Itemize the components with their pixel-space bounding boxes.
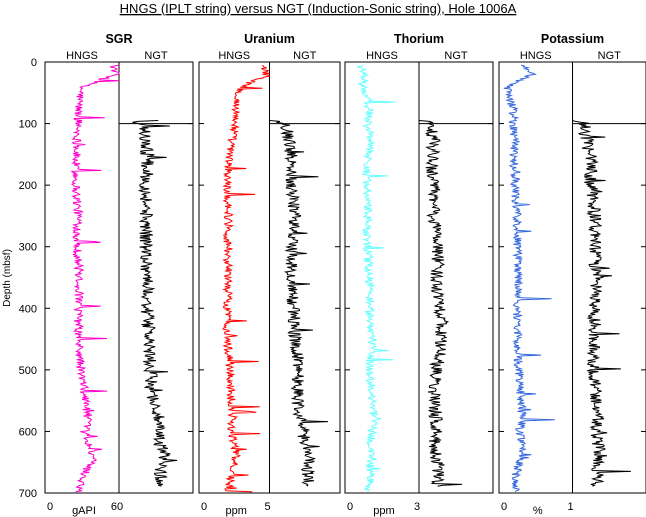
x-tick-label: 3 bbox=[414, 501, 420, 513]
track-heading-hngs: HNGS bbox=[520, 50, 552, 62]
depth-tick-label: 200 bbox=[19, 180, 37, 192]
depth-tick-label: 400 bbox=[19, 303, 37, 315]
track-heading-hngs: HNGS bbox=[66, 50, 98, 62]
log-curve-thorium-hngs bbox=[356, 64, 396, 492]
track-heading-ngt: NGT bbox=[293, 50, 317, 62]
x-tick-label: 5 bbox=[264, 501, 270, 513]
track-heading-ngt: NGT bbox=[144, 50, 168, 62]
y-axis-label: Depth (mbsf) bbox=[2, 249, 13, 307]
depth-tick-label: 500 bbox=[19, 365, 37, 377]
panel-potassium: Potassium HNGS NGT 0 1% bbox=[498, 32, 646, 517]
track-heading-ngt: NGT bbox=[598, 50, 622, 62]
log-curve-sgr-ngt bbox=[132, 120, 178, 487]
x-axis-unit: ppm bbox=[373, 505, 394, 517]
track-heading-hngs: HNGS bbox=[218, 50, 250, 62]
x-tick-label: 0 bbox=[47, 501, 53, 513]
x-tick-label: 0 bbox=[201, 501, 207, 513]
figure-title: HNGS (IPLT string) versus NGT (Induction… bbox=[120, 1, 517, 16]
depth-tick-label: 700 bbox=[19, 488, 37, 500]
depth-tick-labels: 0 100 200 300 400 500 600 700 bbox=[19, 57, 37, 500]
log-curve-uranium-ngt bbox=[269, 120, 329, 487]
depth-tick-label: 300 bbox=[19, 242, 37, 254]
depth-tick-label: 100 bbox=[19, 119, 37, 131]
panel-title-uranium: Uranium bbox=[244, 32, 295, 46]
panel-uranium: Uranium HNGS NGT 0 5 ppm bbox=[198, 32, 341, 517]
x-axis-unit: ppm bbox=[226, 505, 247, 517]
x-tick-label: 0 bbox=[501, 501, 507, 513]
track-heading-ngt: NGT bbox=[444, 50, 468, 62]
panel-sgr: SGR HNGS NGT 0 60 gAPI bbox=[44, 32, 194, 517]
log-curve-thorium-ngt bbox=[418, 120, 463, 487]
log-curve-uranium-hngs bbox=[222, 64, 271, 493]
x-axis-unit: gAPI bbox=[72, 505, 96, 517]
x-tick-label: 60 bbox=[111, 501, 123, 513]
panel-thorium: Thorium HNGS NGT 0 3 ppm bbox=[344, 32, 494, 517]
track-heading-hngs: HNGS bbox=[366, 50, 398, 62]
panel-title-sgr: SGR bbox=[105, 32, 132, 46]
depth-tick-label: 0 bbox=[31, 57, 37, 69]
panel-title-potassium: Potassium bbox=[541, 32, 604, 46]
x-tick-label: 0 bbox=[347, 501, 353, 513]
depth-tick-label: 600 bbox=[19, 426, 37, 438]
log-curve-sgr-hngs bbox=[70, 64, 120, 493]
log-curve-potassium-ngt bbox=[572, 120, 631, 487]
log-curve-potassium-hngs bbox=[503, 64, 555, 493]
x-axis-unit: % bbox=[533, 505, 543, 517]
panel-title-thorium: Thorium bbox=[394, 32, 444, 46]
x-tick-label: 1 bbox=[567, 501, 573, 513]
